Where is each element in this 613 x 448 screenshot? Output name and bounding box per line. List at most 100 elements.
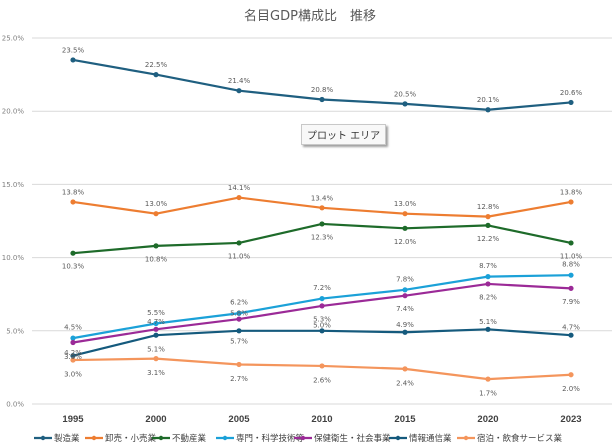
x-axis: 1995 2000 2005 2010 2015 2020 2023 bbox=[62, 414, 581, 425]
data-point bbox=[319, 205, 325, 211]
data-label: 7.2% bbox=[313, 284, 331, 292]
data-label: 20.1% bbox=[477, 96, 500, 104]
data-label: 3.0% bbox=[64, 371, 82, 379]
legend-item[interactable]: 保健衛生・社会事業 bbox=[294, 433, 391, 444]
data-label: 2.6% bbox=[313, 376, 331, 384]
legend-item[interactable]: 専門・科学技術等 bbox=[216, 433, 305, 444]
legend-label: 情報通信業 bbox=[409, 433, 452, 444]
data-label: 5.1% bbox=[147, 346, 165, 354]
data-label: 2.0% bbox=[562, 385, 580, 393]
data-point bbox=[70, 353, 76, 359]
legend-item[interactable]: 不動産業 bbox=[152, 433, 207, 444]
data-label: 20.8% bbox=[311, 86, 334, 94]
data-point bbox=[485, 214, 491, 220]
y-tick-label: 20.0% bbox=[2, 108, 25, 116]
data-point bbox=[485, 326, 491, 332]
data-label: 12.2% bbox=[477, 235, 500, 243]
data-label: 1.7% bbox=[479, 390, 497, 398]
data-label: 11.0% bbox=[560, 252, 583, 260]
data-label: 22.5% bbox=[145, 61, 168, 69]
legend-marker-icon bbox=[300, 435, 306, 441]
data-point bbox=[319, 221, 325, 227]
data-point bbox=[485, 281, 491, 287]
data-point bbox=[153, 211, 159, 217]
data-point bbox=[153, 72, 159, 78]
data-label: 2.4% bbox=[396, 379, 414, 387]
legend-item[interactable]: 宿泊・飲食サービス業 bbox=[457, 433, 563, 444]
data-point bbox=[153, 326, 159, 332]
legend-item[interactable]: 製造業 bbox=[34, 433, 80, 444]
data-label: 4.7% bbox=[147, 318, 165, 326]
legend-item[interactable]: 情報通信業 bbox=[389, 433, 452, 444]
gridlines bbox=[32, 37, 612, 405]
x-tick-label: 2005 bbox=[228, 414, 250, 425]
data-label: 12.0% bbox=[394, 238, 417, 246]
data-point bbox=[568, 240, 574, 246]
data-point bbox=[70, 357, 76, 363]
series-1 bbox=[70, 194, 574, 220]
data-label: 7.8% bbox=[396, 275, 414, 283]
y-axis: 0.0% 5.0% 10.0% 15.0% 20.0% 25.0% bbox=[2, 35, 25, 409]
data-label: 13.8% bbox=[560, 188, 583, 196]
data-point bbox=[319, 363, 325, 369]
legend-label: 製造業 bbox=[54, 433, 80, 444]
legend: 製造業 卸売・小売業 不動産業 専門・科学技術等 保健衛生・社会事業 情報通信業 宿泊・飲食… bbox=[34, 433, 563, 444]
x-tick-label: 2000 bbox=[145, 414, 166, 425]
y-tick-label: 0.0% bbox=[6, 401, 24, 409]
data-point bbox=[153, 243, 159, 249]
data-point bbox=[236, 88, 242, 94]
data-label: 21.4% bbox=[228, 77, 251, 85]
series-3 bbox=[70, 272, 574, 341]
data-point bbox=[236, 194, 242, 201]
data-label: 10.3% bbox=[62, 263, 85, 271]
data-label: 8.7% bbox=[479, 262, 497, 270]
data-point bbox=[568, 199, 574, 205]
data-point bbox=[236, 316, 242, 322]
series-5 bbox=[70, 326, 574, 359]
data-label: 13.8% bbox=[62, 188, 85, 196]
data-label: 12.3% bbox=[311, 233, 334, 241]
legend-marker-icon bbox=[222, 435, 228, 441]
data-label: 12.8% bbox=[477, 203, 500, 211]
data-label: 8.8% bbox=[562, 261, 580, 269]
data-point bbox=[236, 328, 242, 334]
data-point bbox=[402, 211, 408, 217]
data-point bbox=[568, 332, 574, 338]
data-point bbox=[236, 240, 242, 246]
legend-marker-icon bbox=[91, 435, 97, 441]
plot-area-tooltip: プロット エリア bbox=[301, 124, 387, 145]
chart-title: 名目GDP構成比 推移 bbox=[244, 8, 376, 24]
data-point bbox=[402, 366, 408, 372]
data-label: 5.1% bbox=[479, 318, 497, 326]
data-label: 13.0% bbox=[394, 200, 417, 208]
legend-marker-icon bbox=[395, 435, 401, 441]
legend-label: 卸売・小売業 bbox=[105, 433, 157, 444]
data-label: 5.5% bbox=[147, 309, 165, 317]
data-label: 11.0% bbox=[228, 252, 251, 260]
legend-label: 宿泊・飲食サービス業 bbox=[477, 433, 563, 444]
data-point bbox=[236, 310, 242, 316]
legend-item[interactable]: 卸売・小売業 bbox=[85, 433, 157, 444]
x-tick-label: 1995 bbox=[62, 414, 84, 425]
data-label: 6.2% bbox=[230, 299, 248, 307]
data-point bbox=[153, 320, 159, 327]
x-tick-label: 2023 bbox=[560, 414, 581, 425]
data-label: 23.5% bbox=[62, 46, 85, 54]
data-point bbox=[70, 57, 76, 63]
series-4 bbox=[70, 281, 574, 346]
x-tick-label: 2010 bbox=[311, 414, 332, 425]
series-6 bbox=[70, 356, 574, 382]
data-label: 4.5% bbox=[64, 324, 82, 332]
data-label: 5.8% bbox=[230, 310, 248, 318]
data-point bbox=[568, 372, 574, 378]
data-point bbox=[568, 272, 574, 278]
data-label: 13.4% bbox=[311, 194, 334, 202]
data-label: 8.2% bbox=[479, 293, 497, 301]
data-point bbox=[319, 96, 325, 103]
data-label: 13.0% bbox=[145, 200, 168, 208]
y-tick-label: 25.0% bbox=[2, 35, 25, 43]
data-point bbox=[153, 356, 159, 362]
legend-label: 保健衛生・社会事業 bbox=[314, 433, 391, 444]
y-tick-label: 5.0% bbox=[6, 327, 24, 335]
